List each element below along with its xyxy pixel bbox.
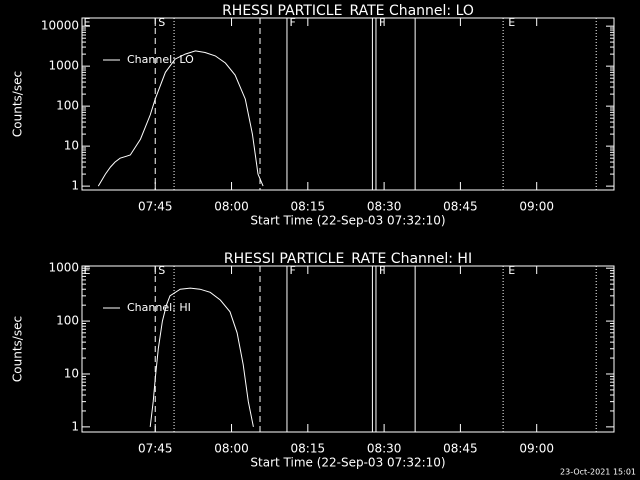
- x-tick-label: 08:15: [291, 200, 326, 214]
- y-tick-label: 10: [64, 139, 79, 153]
- chart-title: RHESSI PARTICLE_RATE Channel: HI: [224, 251, 472, 267]
- legend-label: Channel: LO: [127, 53, 194, 66]
- flag-label: E: [84, 264, 91, 277]
- y-tick-label: 100: [56, 99, 79, 113]
- x-tick-label: 08:15: [291, 442, 326, 456]
- x-tick-label: 08:30: [367, 200, 402, 214]
- data-line: [149, 287, 254, 427]
- data-line: [97, 50, 264, 187]
- flag-label: E: [508, 264, 515, 277]
- x-tick-label: 08:30: [367, 442, 402, 456]
- y-tick-label: 100: [56, 314, 79, 328]
- flag-label: F: [289, 264, 295, 277]
- flag-label: E: [84, 16, 91, 29]
- plot-frame: [81, 17, 615, 191]
- x-tick-label: 09:00: [519, 200, 554, 214]
- x-tick-label: 08:00: [214, 200, 249, 214]
- y-axis-label: Counts/sec: [11, 71, 25, 137]
- x-axis-label: Start Time (22-Sep-03 07:32:10): [250, 214, 445, 228]
- x-tick-label: 07:45: [138, 442, 173, 456]
- x-axis-label: Start Time (22-Sep-03 07:32:10): [250, 456, 445, 470]
- flag-label: E: [508, 16, 515, 29]
- chart-title: RHESSI PARTICLE_RATE Channel: LO: [222, 3, 474, 19]
- flag-label: S: [158, 16, 165, 29]
- x-tick-label: 08:00: [214, 442, 249, 456]
- x-tick-label: 07:45: [138, 200, 173, 214]
- x-tick-label: 08:45: [443, 200, 478, 214]
- flag-label: F: [289, 16, 295, 29]
- y-axis-label: Counts/sec: [11, 316, 25, 382]
- y-tick-label: 10000: [41, 19, 79, 33]
- flag-label: S: [158, 264, 165, 277]
- y-tick-label: 10: [64, 366, 79, 380]
- plot-frame: [81, 265, 615, 433]
- flag-label: F: [379, 16, 385, 29]
- y-tick-label: 1000: [48, 59, 79, 73]
- y-tick-label: 1000: [48, 261, 79, 275]
- y-tick-label: 1: [71, 179, 79, 193]
- flag-label: F: [379, 264, 385, 277]
- y-tick-label: 1: [71, 419, 79, 433]
- x-tick-label: 09:00: [519, 442, 554, 456]
- footer: 23-Oct-2021 15:01: [560, 468, 636, 477]
- legend-label: Channel: HI: [127, 301, 191, 314]
- x-tick-label: 08:45: [443, 442, 478, 456]
